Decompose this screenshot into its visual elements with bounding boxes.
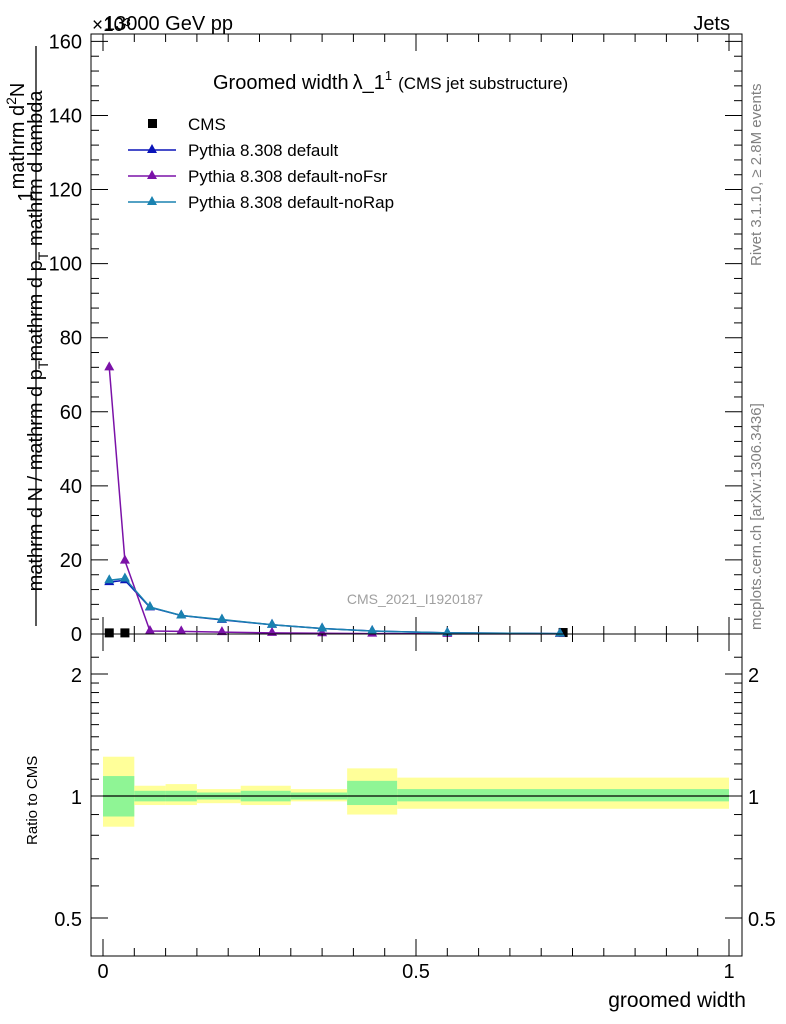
- data-point-pythia-8-308-default-norap: [367, 625, 378, 635]
- legend-label-default: Pythia 8.308 default: [188, 141, 339, 160]
- data-point-cms: [120, 628, 130, 638]
- data-point-pythia-8-308-default-nofsr: [216, 626, 227, 636]
- ratio-y-tick-label-right: 2: [748, 665, 759, 687]
- exponent-label: ×10³: [92, 15, 131, 36]
- main-y-tick-label: 100: [49, 254, 82, 276]
- ratio-y-axis-label: Ratio to CMS: [24, 756, 41, 845]
- legend-label-norap: Pythia 8.308 default-noRap: [188, 193, 394, 212]
- data-point-pythia-8-308-default-nofsr: [104, 361, 115, 371]
- data-point-pythia-8-308-default-norap: [119, 572, 130, 582]
- legend: CMS Pythia 8.308 default Pythia 8.308 de…: [128, 115, 394, 212]
- series-line-pythia-8-308-default-nofsr: [108, 367, 560, 635]
- analysis-label: CMS_2021_I1920187: [347, 591, 483, 607]
- data-point-pythia-8-308-default-nofsr: [176, 625, 187, 635]
- data-point-pythia-8-308-default-norap: [144, 600, 155, 610]
- ylabel-numerator: 1: [15, 190, 37, 201]
- data-point-pythia-8-308-default-norap: [104, 574, 115, 584]
- data-point-cms: [104, 628, 114, 638]
- legend-label-nofsr: Pythia 8.308 default-noFsr: [188, 167, 388, 186]
- x-tick-label: 1: [723, 961, 734, 983]
- mcplots-label: mcplots.cern.ch [arXiv:1306.3436]: [748, 403, 765, 630]
- ylabel-bottom: mathrm d pT mathrm d lambda: [25, 90, 51, 362]
- data-point-pythia-8-308-default-norap: [317, 622, 328, 632]
- main-y-tick-label: 0: [71, 624, 82, 646]
- main-y-axis-label: 1 mathrm d N / mathrm d pT mathrm d2N ma…: [3, 46, 51, 626]
- main-y-tick-label: 120: [49, 180, 82, 202]
- data-point-cms: [558, 628, 568, 638]
- series-line-pythia-8-308-default: [109, 579, 560, 635]
- data-point-pythia-8-308-default-nofsr: [267, 626, 278, 636]
- series-line-pythia-8-308-default-norap: [109, 577, 560, 635]
- rivet-label: Rivet 3.1.10, ≥ 2.8M events: [748, 84, 765, 267]
- ylabel-top: mathrm d2N: [3, 83, 29, 190]
- ratio-y-tick-label: 0.5: [54, 909, 82, 931]
- x-tick-label: 0.5: [402, 961, 430, 983]
- ratio-y-tick-label: 1: [71, 787, 82, 809]
- plot-title: Groomed width λ_11 (CMS jet substructure): [213, 68, 568, 94]
- main-y-tick-label: 140: [49, 105, 82, 127]
- main-y-tick-label: 160: [49, 31, 82, 53]
- legend-marker-nofsr: [147, 170, 157, 179]
- data-point-pythia-8-308-default-nofsr: [119, 554, 130, 564]
- ratio-bands-layer: [103, 756, 729, 827]
- legend-marker-default: [147, 144, 157, 153]
- main-y-tick-label: 20: [60, 550, 82, 572]
- energy-label: 13000 GeV pp: [104, 13, 233, 35]
- process-label: Jets: [693, 13, 730, 35]
- ylabel-denominator: mathrm d N / mathrm d pT: [25, 360, 51, 591]
- data-point-pythia-8-308-default-nofsr: [144, 625, 155, 635]
- legend-label-cms: CMS: [188, 115, 226, 134]
- ratio-y-tick-label-right: 0.5: [748, 909, 776, 931]
- main-y-tick-label: 60: [60, 402, 82, 424]
- ratio-stat-band: [397, 789, 729, 802]
- ratio-y-tick-label-right: 1: [748, 787, 759, 809]
- data-point-pythia-8-308-default-norap: [216, 613, 227, 623]
- main-y-tick-label: 80: [60, 328, 82, 350]
- ratio-y-tick-label: 2: [71, 665, 82, 687]
- data-point-pythia-8-308-default-norap: [176, 609, 187, 619]
- x-axis-label: groomed width: [608, 989, 746, 1012]
- main-y-tick-label: 40: [60, 476, 82, 498]
- data-point-pythia-8-308-default-norap: [267, 618, 278, 628]
- main-series-layer: [104, 361, 568, 638]
- x-tick-label: 0: [97, 961, 108, 983]
- legend-marker-norap: [147, 196, 157, 205]
- ratio-stat-band: [347, 780, 398, 806]
- main-axis-ticks: 0 20 40 60 80 100 120 140 160: [49, 31, 742, 646]
- ratio-axis-ticks: 0.5 0.5 1 1 2 2 0 0.5 1: [54, 634, 776, 983]
- legend-marker-cms: [148, 119, 157, 128]
